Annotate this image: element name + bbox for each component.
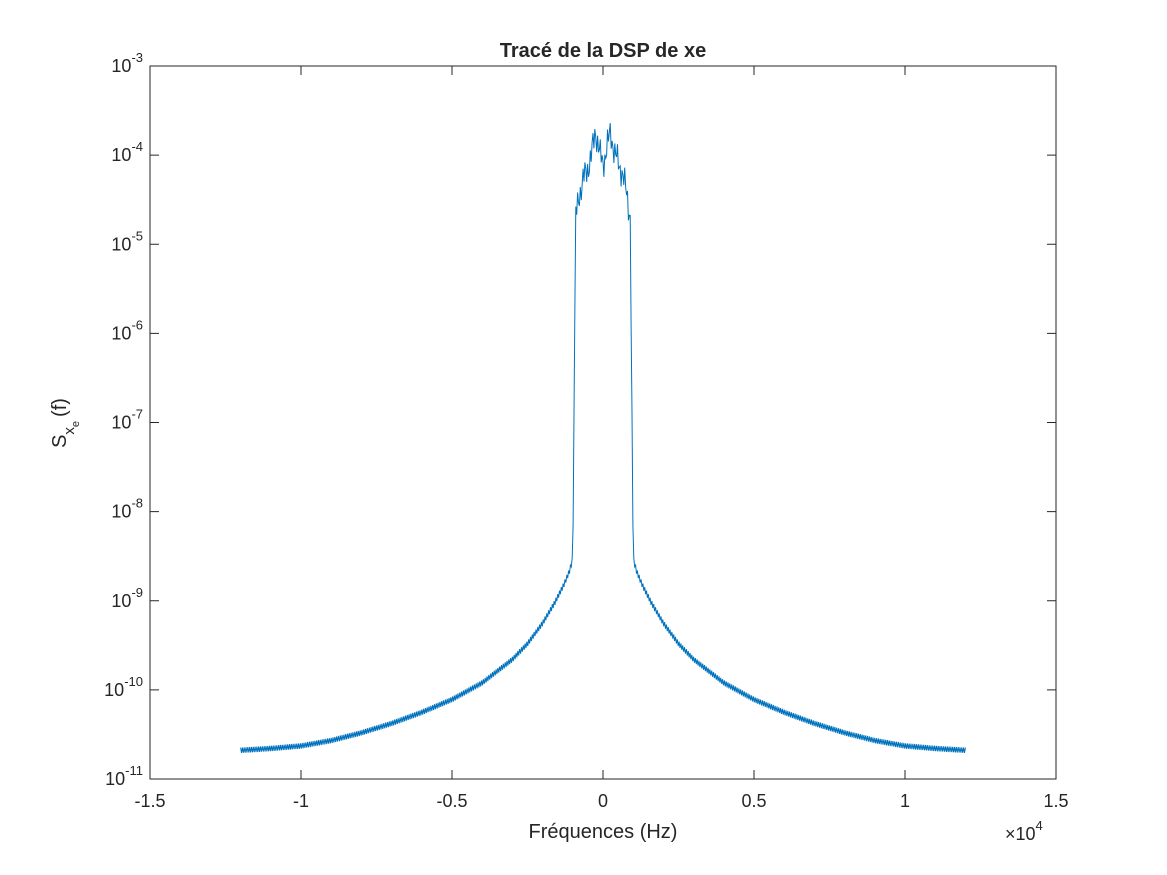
y-axis-label-base: S	[49, 435, 71, 448]
y-tick-label: 10-9	[111, 585, 143, 611]
y-tick-label-exponent: -9	[131, 585, 143, 600]
y-tick-label-exponent: -10	[124, 674, 143, 689]
x-tick-label: 1.5	[1043, 791, 1068, 811]
x-tick-label: -0.5	[436, 791, 467, 811]
axis-ticks: -1.5 -1 -0.5 0 0.5 1 1.510-1110-1010-910-810-7…	[104, 50, 1068, 811]
plot-area	[240, 122, 966, 753]
y-tick-label-exponent: -6	[131, 317, 143, 332]
y-tick-label-base: 10	[111, 145, 131, 165]
y-tick-label-base: 10	[105, 769, 125, 789]
x-axis-exponent-prefix: ×10	[1005, 824, 1036, 844]
y-tick-label: 10-11	[105, 763, 143, 789]
y-tick-label: 10-4	[111, 139, 143, 165]
y-tick-label-exponent: -5	[131, 228, 143, 243]
y-tick-label: 10-5	[111, 228, 143, 254]
y-tick-label: 10-10	[104, 674, 143, 700]
y-tick-label-base: 10	[111, 413, 131, 433]
x-tick-label: 0.5	[741, 791, 766, 811]
y-tick-label-base: 10	[111, 56, 131, 76]
x-tick-label: 0	[598, 791, 608, 811]
y-axis-label-subsub: e	[70, 421, 82, 427]
y-tick-label-exponent: -11	[125, 763, 143, 778]
y-axis-label-suffix: (f)	[49, 398, 71, 417]
x-axis-exponent-power: 4	[1036, 818, 1043, 833]
x-axis-label: Fréquences (Hz)	[529, 821, 678, 843]
y-tick-label-exponent: -8	[131, 496, 143, 511]
y-tick-label-base: 10	[111, 234, 131, 254]
y-tick-label-base: 10	[111, 502, 131, 522]
chart-title: Tracé de la DSP de xe	[500, 40, 706, 62]
y-tick-label: 10-7	[111, 407, 143, 433]
y-tick-label-base: 10	[111, 591, 131, 611]
y-tick-label: 10-3	[111, 50, 143, 76]
y-axis-label-sub: x	[61, 427, 78, 435]
x-tick-label: -1.5	[134, 791, 165, 811]
y-tick-label: 10-8	[111, 496, 143, 522]
y-tick-label-base: 10	[111, 323, 131, 343]
x-axis-exponent: ×104	[1005, 818, 1043, 844]
y-tick-label: 10-6	[111, 317, 143, 343]
y-axis-label: Sxe (f)	[49, 398, 82, 448]
y-tick-label-exponent: -3	[131, 50, 143, 65]
y-tick-label-exponent: -4	[131, 139, 143, 154]
y-tick-label-base: 10	[104, 680, 124, 700]
y-tick-label-exponent: -7	[131, 407, 143, 422]
dsp-series-line	[240, 122, 966, 753]
x-tick-label: 1	[900, 791, 910, 811]
x-tick-label: -1	[293, 791, 309, 811]
